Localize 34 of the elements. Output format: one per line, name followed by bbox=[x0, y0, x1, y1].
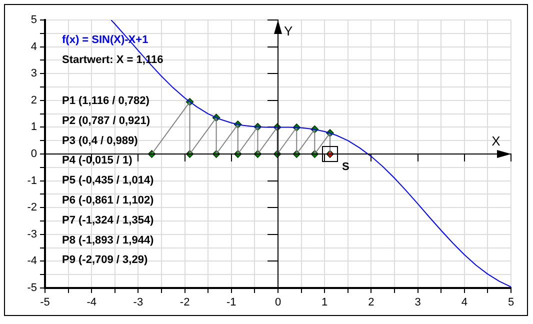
x-tick-label: -1 bbox=[226, 296, 236, 309]
x-tick-label: -3 bbox=[133, 296, 144, 309]
x-tick-label: -2 bbox=[180, 296, 190, 309]
y-tick-label: -5 bbox=[27, 282, 37, 294]
y-tick-label: -4 bbox=[27, 255, 37, 268]
annotation: P4 (-0,015 / 1) bbox=[62, 154, 133, 167]
y-tick-label: 1 bbox=[30, 121, 37, 134]
y-axis-title: Y bbox=[284, 24, 293, 39]
x-tick-label: -5 bbox=[40, 296, 50, 309]
x-tick-label: 3 bbox=[414, 296, 421, 309]
x-tick-label: 2 bbox=[368, 296, 374, 309]
x-tick-label: -4 bbox=[86, 296, 96, 309]
y-tick-label: 0 bbox=[30, 148, 37, 160]
annotation: P5 (-0,435 / 1,014) bbox=[62, 174, 154, 187]
y-tick-label: -1 bbox=[27, 174, 37, 187]
x-axis-title: X bbox=[492, 134, 501, 149]
annotation: P1 (1,116 / 0,782) bbox=[62, 95, 150, 108]
y-tick-label: 3 bbox=[30, 68, 37, 80]
annotation: P2 (0,787 / 0,921) bbox=[62, 114, 150, 127]
annotation: P8 (-1,893 / 1,944) bbox=[62, 234, 154, 246]
x-tick-label: 0 bbox=[274, 296, 282, 309]
annotation: P6 (-0,861 / 1,102) bbox=[62, 194, 154, 207]
y-tick-label: 5 bbox=[30, 14, 37, 26]
y-tick-label: -2 bbox=[27, 202, 37, 214]
x-tick-label: 5 bbox=[508, 296, 514, 309]
y-tick-label: 2 bbox=[30, 94, 37, 106]
annotation: P9 (-2,709 / 3,29) bbox=[62, 254, 148, 266]
annotation: S bbox=[342, 161, 350, 174]
annotation: P3 (0,4 / 0,989) bbox=[62, 134, 138, 147]
x-tick-label: 4 bbox=[461, 296, 468, 309]
annotation: P7 (-1,324 / 1,354) bbox=[62, 214, 154, 226]
y-tick-label: 4 bbox=[30, 40, 37, 53]
x-tick-label: 1 bbox=[322, 296, 328, 309]
y-tick-label: -3 bbox=[27, 228, 37, 240]
